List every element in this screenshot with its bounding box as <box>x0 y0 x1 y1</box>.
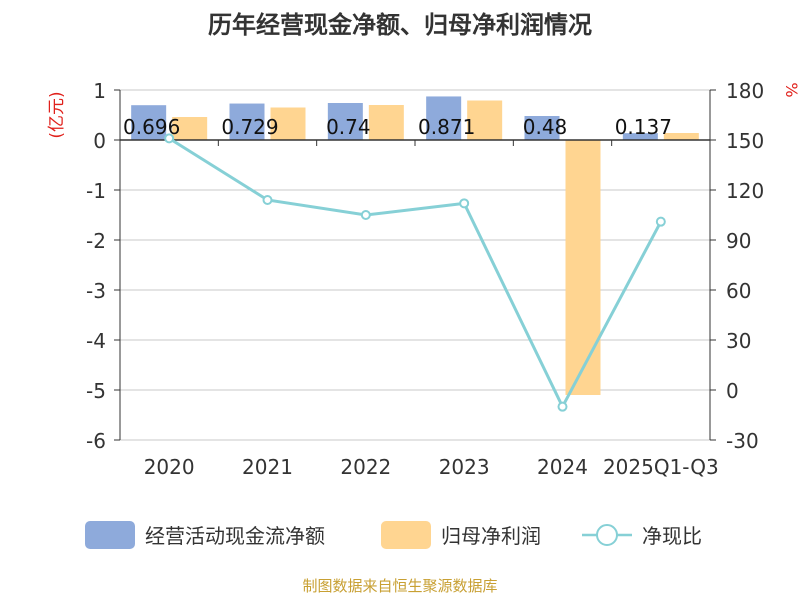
left-tick-label: -2 <box>86 229 106 253</box>
left-tick-label: -3 <box>86 279 106 303</box>
cashflow-bar <box>229 103 265 140</box>
cashflow-value-label: 0.137 <box>615 115 672 139</box>
right-tick-label: 150 <box>726 129 764 153</box>
profit-bar <box>172 117 208 140</box>
left-tick-label: 1 <box>93 79 106 103</box>
right-tick-label: 0 <box>726 379 739 403</box>
left-axis-unit: (亿元) <box>47 91 67 138</box>
x-axis <box>119 139 711 146</box>
bar-value-labels: 0.696 0.729 0.74 0.871 0.48 0.137 <box>123 115 672 139</box>
left-tick-label: -4 <box>86 329 106 353</box>
x-category-label: 2024 <box>537 455 588 479</box>
profit-bar <box>565 140 601 395</box>
ratio-line-path <box>168 137 663 410</box>
x-category-label: 2021 <box>242 455 293 479</box>
ratio-point <box>262 195 273 205</box>
right-tick-label: 30 <box>726 329 751 353</box>
cashflow-bar <box>426 96 462 140</box>
cashflow-bar <box>131 105 167 140</box>
cashflow-bar <box>622 133 658 140</box>
ratio-point <box>557 401 568 412</box>
legend-label-cashflow: 经营活动现金流净额 <box>145 524 325 548</box>
ratio-line <box>164 133 666 412</box>
right-tick-label: 60 <box>726 279 751 303</box>
x-category-label: 2025Q1-Q3 <box>603 455 719 479</box>
right-axis-unit: % <box>782 82 800 97</box>
bars <box>131 96 699 395</box>
profit-bar <box>663 133 699 140</box>
right-tick-label: 90 <box>726 229 751 253</box>
cashflow-value-label: 0.48 <box>523 115 568 139</box>
cashflow-bar <box>327 103 363 140</box>
left-tick-label: -5 <box>86 379 106 403</box>
chart-title: 历年经营现金净额、归母净利润情况 <box>208 11 592 39</box>
ratio-point <box>459 198 470 209</box>
profit-bar <box>368 105 404 140</box>
left-tick-label: 0 <box>93 129 106 153</box>
legend: 经营活动现金流净额 归母净利润 净现比 <box>85 521 702 549</box>
legend-swatch-cashflow <box>85 521 135 549</box>
cashflow-bar <box>524 116 560 140</box>
ratio-point <box>360 210 371 220</box>
x-category-label: 2020 <box>144 455 195 479</box>
right-tick-label: 120 <box>726 179 764 203</box>
right-axis: 180 150 120 90 60 30 0 -30 <box>709 79 764 453</box>
right-tick-label: 180 <box>726 79 764 103</box>
legend-marker-ratio <box>596 524 618 546</box>
x-category-label: 2022 <box>340 455 391 479</box>
x-category-label: 2023 <box>439 455 490 479</box>
legend-label-ratio: 净现比 <box>642 524 702 548</box>
ratio-point <box>164 133 175 144</box>
x-axis-labels: 2020 2021 2022 2023 2024 2025Q1-Q3 <box>144 455 719 479</box>
source-footer: 制图数据来自恒生聚源数据库 <box>302 577 497 595</box>
profit-bar <box>270 107 306 140</box>
cashflow-value-label: 0.871 <box>418 115 475 139</box>
cashflow-value-label: 0.74 <box>326 115 371 139</box>
cashflow-value-label: 0.696 <box>123 115 180 139</box>
left-tick-label: -1 <box>86 179 106 203</box>
right-tick-label: -30 <box>726 429 759 453</box>
legend-swatch-profit <box>381 521 431 549</box>
left-axis: 1 0 -1 -2 -3 -4 -5 -6 <box>86 79 121 453</box>
profit-bar <box>467 100 503 140</box>
ratio-point <box>655 216 666 227</box>
cashflow-value-label: 0.729 <box>221 115 278 139</box>
legend-label-profit: 归母净利润 <box>441 524 541 548</box>
left-tick-label: -6 <box>86 429 106 453</box>
gridlines <box>120 89 710 441</box>
